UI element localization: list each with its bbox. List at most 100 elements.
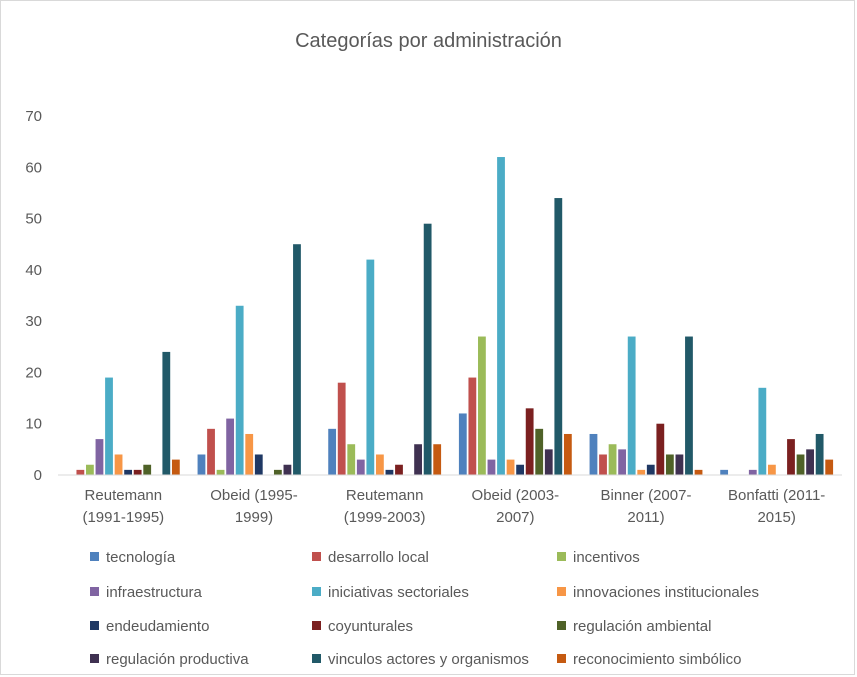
- x-tick-label: Binner (2007-2011): [601, 487, 692, 526]
- legend-label: tecnología: [106, 549, 176, 566]
- legend-swatch: [90, 552, 99, 561]
- category-labels: Reutemann (1991-1995) Obeid (1995-1999) Reu…: [82, 487, 825, 526]
- bar: [293, 244, 301, 475]
- bar: [433, 444, 442, 475]
- legend-swatch: [557, 621, 566, 630]
- legend-swatch: [312, 587, 321, 596]
- bar: [787, 439, 795, 475]
- bar: [76, 469, 85, 475]
- legend-label: regulación ambiental: [573, 618, 711, 635]
- legend-swatch: [557, 654, 566, 663]
- legend-label: vinculos actores y organismos: [328, 651, 529, 668]
- bar: [758, 387, 767, 475]
- bar: [665, 454, 674, 475]
- legend-swatch: [90, 587, 99, 596]
- y-tick-label: 60: [25, 159, 42, 176]
- bar: [375, 454, 384, 475]
- bar: [796, 454, 805, 475]
- bar: [458, 413, 467, 475]
- bar: [487, 459, 496, 475]
- bar: [197, 454, 206, 475]
- legend-label: innovaciones institucionales: [573, 584, 759, 601]
- bar: [245, 433, 254, 475]
- chart-title: Categorías por administración: [295, 30, 562, 52]
- legend-swatch: [90, 654, 99, 663]
- bar: [414, 444, 422, 475]
- x-tick-label: Bonfatti (2011-2015): [728, 487, 825, 526]
- bar: [497, 157, 505, 475]
- bar: [656, 423, 665, 475]
- y-tick-label: 30: [25, 313, 42, 330]
- legend-label: regulación productiva: [106, 651, 249, 668]
- bar: [216, 469, 225, 475]
- legend-label: coyunturales: [328, 618, 413, 635]
- bar: [143, 464, 152, 475]
- x-tick-label: Reutemann (1999-2003): [344, 487, 426, 526]
- bar: [86, 464, 94, 475]
- bar: [767, 464, 776, 475]
- y-tick-label: 40: [25, 262, 42, 279]
- bar: [162, 351, 171, 475]
- legend-swatch: [557, 552, 566, 561]
- bar: [589, 433, 598, 475]
- y-tick-label: 10: [25, 416, 42, 433]
- legend-label: desarrollo local: [328, 549, 429, 566]
- bar: [171, 459, 180, 475]
- bar: [273, 469, 282, 475]
- legend: tecnología desarrollo local incentivos infr…: [90, 549, 759, 668]
- bar: [95, 439, 104, 475]
- bar: [105, 377, 113, 475]
- bar: [646, 464, 655, 475]
- bar: [328, 428, 337, 475]
- bar: [618, 449, 627, 475]
- legend-label: iniciativas sectoriales: [328, 584, 469, 601]
- bar: [748, 469, 757, 475]
- x-tick-label: Reutemann (1991-1995): [82, 487, 164, 526]
- bar: [637, 469, 646, 475]
- bar: [385, 469, 394, 475]
- bar: [516, 464, 525, 475]
- bar: [356, 459, 365, 475]
- y-tick-label: 0: [34, 467, 42, 484]
- bar: [207, 428, 215, 475]
- y-tick-label: 20: [25, 364, 42, 381]
- bar: [627, 336, 636, 475]
- bar: [806, 449, 814, 475]
- bar: [133, 469, 142, 475]
- legend-label: endeudamiento: [106, 618, 209, 635]
- bar: [535, 428, 544, 475]
- bar: [226, 418, 235, 475]
- legend-label: infraestructura: [106, 584, 203, 601]
- y-tick-label: 50: [25, 211, 42, 228]
- legend-swatch: [90, 621, 99, 630]
- bar: [283, 464, 292, 475]
- legend-label: reconocimiento simbólico: [573, 651, 741, 668]
- bar: [599, 454, 607, 475]
- bar: [694, 469, 703, 475]
- y-tick-label: 70: [25, 108, 42, 125]
- bar: [347, 444, 356, 475]
- legend-swatch: [312, 654, 321, 663]
- bar: [608, 444, 617, 475]
- bar: [114, 454, 123, 475]
- bar: [478, 336, 486, 475]
- legend-swatch: [557, 587, 566, 596]
- bar: [423, 223, 432, 475]
- legend-label: incentivos: [573, 549, 640, 566]
- bar: [254, 454, 263, 475]
- bar: [525, 408, 534, 475]
- bar: [366, 259, 375, 475]
- x-tick-label: Obeid (2003-2007): [472, 487, 560, 526]
- bar: [395, 464, 403, 475]
- bar: [720, 469, 729, 475]
- legend-swatch: [312, 552, 321, 561]
- legend-swatch: [312, 621, 321, 630]
- bar: [544, 449, 553, 475]
- bar: [554, 198, 563, 475]
- bar: [815, 433, 824, 475]
- bar: [468, 377, 477, 475]
- bar: [506, 459, 515, 475]
- bar: [563, 433, 572, 475]
- bars: [76, 157, 834, 475]
